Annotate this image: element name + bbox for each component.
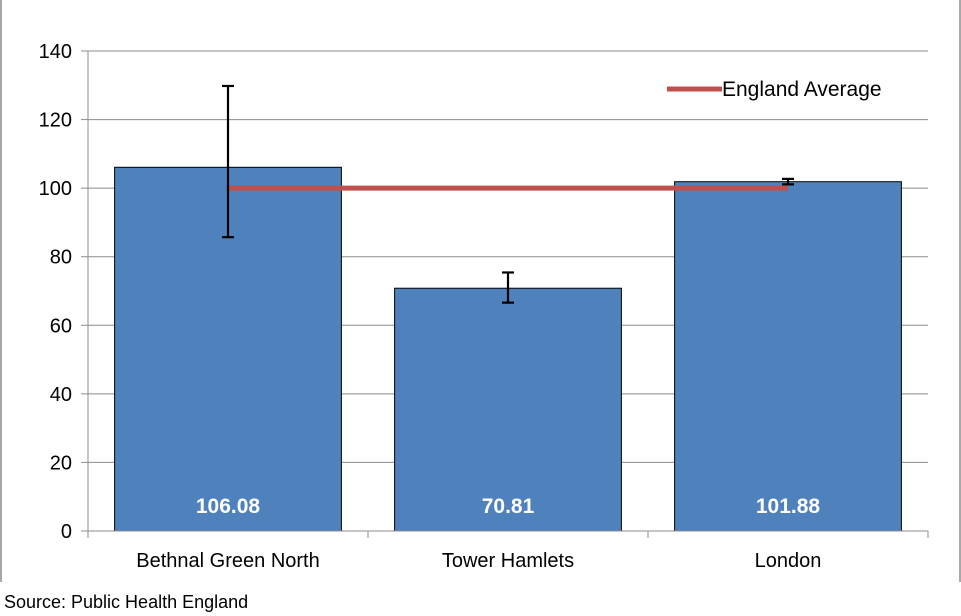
- y-tick-label-60: 60: [50, 315, 72, 337]
- bar-london: [674, 181, 902, 532]
- axes: [87, 51, 929, 538]
- source-note: Source: Public Health England: [4, 592, 249, 612]
- y-tick-label-0: 0: [61, 521, 72, 543]
- y-tick-label-40: 40: [50, 384, 72, 406]
- x-tick-label-tower-hamlets: Tower Hamlets: [442, 550, 574, 572]
- x-tick-label-london: London: [755, 550, 822, 572]
- data-labels: 106.08 70.81 101.88: [196, 495, 821, 518]
- x-tick-label-bethnal-green-north: Bethnal Green North: [136, 550, 319, 572]
- data-label-tower-hamlets: 70.81: [482, 495, 535, 518]
- legend-label-england-average: England Average: [722, 78, 882, 101]
- x-tick-labels: Bethnal Green North Tower Hamlets London: [136, 550, 821, 572]
- data-label-london: 101.88: [756, 495, 821, 518]
- y-tick-labels: 0 20 40 60 80 100 120 140: [39, 41, 72, 543]
- legend: England Average: [667, 78, 882, 101]
- y-tick-label-120: 120: [39, 110, 72, 132]
- y-tick-label-100: 100: [39, 178, 72, 200]
- bars: [114, 166, 902, 532]
- error-bars: [222, 84, 794, 304]
- bar-tower-hamlets: [394, 287, 622, 532]
- y-tick-label-20: 20: [50, 452, 72, 474]
- y-tick-label-80: 80: [50, 247, 72, 269]
- data-label-bethnal-green-north: 106.08: [196, 495, 261, 518]
- y-tick-label-140: 140: [39, 41, 72, 63]
